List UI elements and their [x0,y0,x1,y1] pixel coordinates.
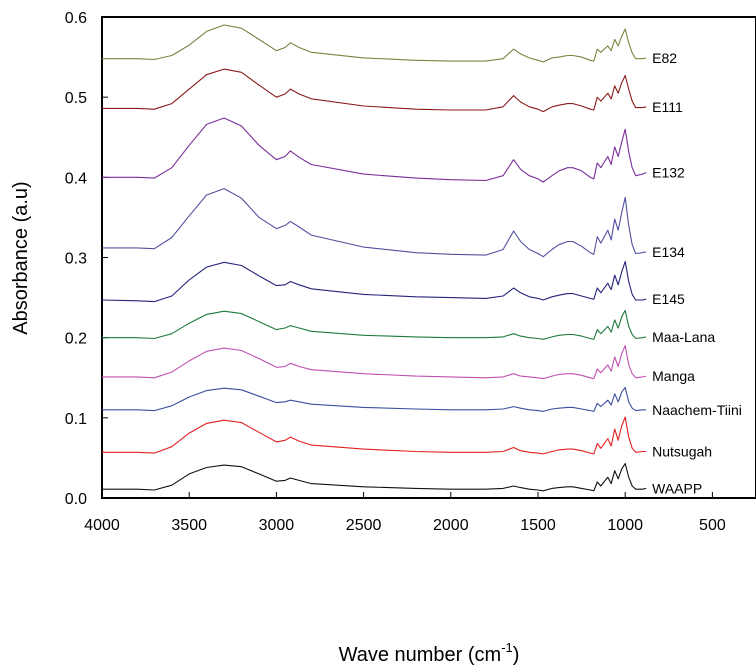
y-tick-label: 0.1 [65,411,87,428]
series-line [102,117,647,183]
x-tick-label: 4000 [84,517,120,534]
series-line [102,345,647,380]
y-tick-label: 0.4 [65,170,87,187]
series-label: E111 [652,99,683,115]
series-label: Maa-Lana [652,329,715,345]
series-line [102,188,647,258]
x-tick-label: 2500 [346,517,382,534]
x-tick-label: 2000 [433,517,469,534]
series-label: E134 [652,244,685,260]
series-label: E82 [652,50,677,66]
y-tick-label: 0.3 [65,251,87,268]
series-line [101,260,647,303]
y-tick-label: 0.5 [65,90,87,107]
series-label-group: E82 E111 E132 E134 E145 Maa-Lana Manga Naachem-… [652,50,742,496]
series-label: Nutsugah [652,444,712,460]
x-tick-label: 1500 [520,517,556,534]
y-tick-label: 0.0 [65,491,87,508]
series-label: E145 [652,291,685,307]
series-group [101,24,647,492]
series-line [102,416,647,455]
x-tick-label: 3500 [171,517,207,534]
x-axis: 4000 3500 3000 2500 2000 1500 1000 500 [84,492,726,534]
series-line [102,24,647,63]
y-axis: 0.0 0.1 0.2 0.3 0.4 0.5 0.6 [65,10,108,508]
series-line [102,68,647,113]
x-tick-label: 500 [699,517,726,534]
series-label: E132 [652,165,685,181]
series-line [102,386,647,412]
x-tick-label: 1000 [607,517,643,534]
y-axis-title: Absorbance (a.u) [10,181,32,334]
x-axis-title: Wave number (cm-1) [339,640,520,666]
x-tick-label: 3000 [259,517,295,534]
series-label: WAAPP [652,480,702,496]
plot-area [101,16,756,499]
series-line [102,309,647,340]
series-label: Naachem-Tiini [652,402,742,418]
series-label: Manga [652,368,695,384]
y-tick-label: 0.2 [65,331,87,348]
y-tick-label: 0.6 [65,10,87,27]
series-line [102,462,647,492]
